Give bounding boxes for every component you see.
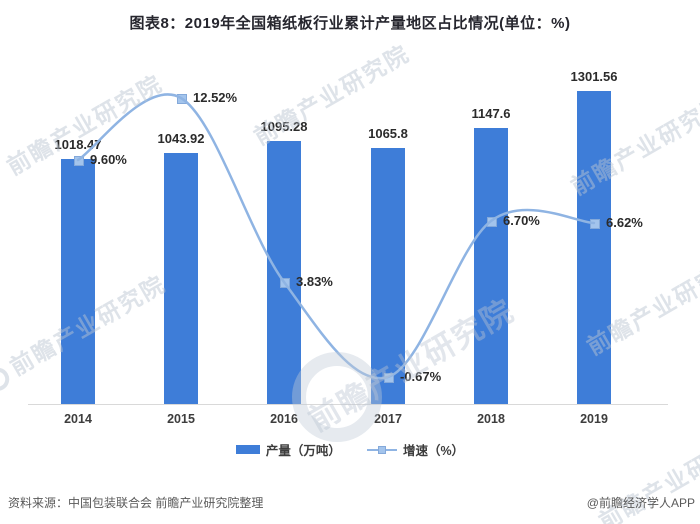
line-marker: [590, 219, 600, 229]
growth-label: -0.67%: [400, 369, 442, 384]
chart-title: 图表8：2019年全国箱纸板行业累计产量地区占比情况(单位：%): [129, 15, 571, 32]
x-axis-line: [28, 404, 668, 405]
bar-value-label: 1065.8: [368, 126, 408, 141]
bar-value-label: 1095.28: [260, 119, 308, 134]
bar-value-label: 1043.92: [157, 131, 205, 146]
line-marker: [487, 217, 497, 227]
bar: [267, 141, 301, 404]
growth-label: 6.62%: [606, 215, 643, 230]
source-note: 资料来源：中国包装联合会 前瞻产业研究院整理: [8, 496, 264, 510]
line-marker: [384, 373, 394, 383]
bar: [164, 153, 198, 404]
line-marker: [177, 94, 187, 104]
bar: [577, 91, 611, 404]
bar-value-label: 1147.6: [471, 106, 511, 121]
legend: 产量（万吨） 增速（%）: [0, 440, 700, 459]
bar: [474, 128, 508, 404]
legend-item-growth: 增速（%）: [366, 440, 465, 459]
line-marker: [74, 156, 84, 166]
x-axis-label: 2017: [374, 412, 402, 426]
x-axis-label: 2016: [270, 412, 298, 426]
growth-label: 6.70%: [503, 213, 540, 228]
credit-note: @前瞻经济学人APP: [586, 496, 695, 510]
legend-item-production: 产量（万吨）: [235, 440, 341, 459]
line-marker: [280, 278, 290, 288]
x-axis-label: 2018: [477, 412, 505, 426]
bar-value-label: 1301.56: [570, 69, 618, 84]
legend-bar-swatch-icon: [235, 445, 260, 454]
bar: [61, 159, 95, 404]
legend-line-swatch-icon: [366, 445, 397, 454]
growth-label: 12.52%: [193, 90, 238, 105]
bar-value-label: 1018.47: [54, 137, 102, 152]
growth-label: 3.83%: [296, 274, 333, 289]
x-axis-label: 2014: [64, 412, 92, 426]
bar: [371, 148, 405, 404]
growth-label: 9.60%: [90, 152, 127, 167]
legend-label: 增速（%）: [402, 444, 465, 458]
legend-label: 产量（万吨）: [265, 444, 341, 458]
x-axis-label: 2019: [580, 412, 608, 426]
x-axis-label: 2015: [167, 412, 195, 426]
